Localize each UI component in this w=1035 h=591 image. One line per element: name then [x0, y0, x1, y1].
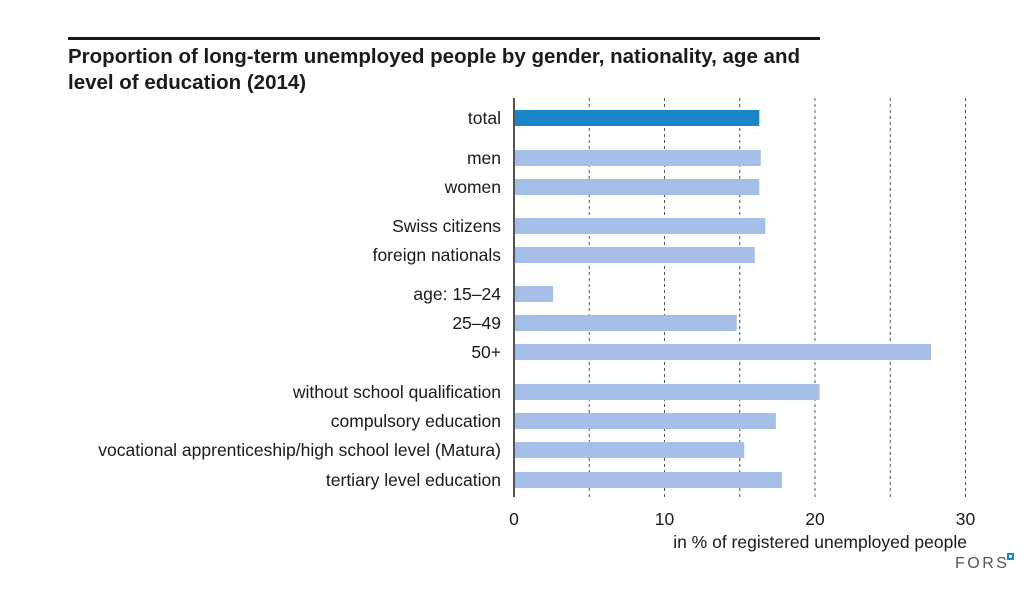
category-label: 50+ — [471, 342, 501, 362]
x-axis-label: in % of registered unemployed people — [673, 532, 967, 552]
bar — [515, 315, 737, 331]
bar — [515, 179, 760, 195]
x-tick-labels: 0 10 20 30 — [509, 509, 975, 529]
bar — [515, 218, 766, 234]
category-label: men — [467, 148, 501, 168]
bar — [515, 110, 760, 126]
category-label: compulsory education — [331, 411, 501, 431]
category-label: vocational apprenticeship/high school le… — [98, 440, 501, 460]
bar — [515, 150, 761, 166]
category-label: 25–49 — [452, 313, 501, 333]
x-tick-label: 20 — [805, 509, 825, 529]
bar — [515, 472, 782, 488]
category-labels: total men women Swiss citizens foreign natio… — [98, 108, 501, 490]
category-label: Swiss citizens — [392, 216, 501, 236]
bars — [515, 110, 931, 488]
logo-square-icon — [1007, 553, 1014, 560]
category-label: women — [444, 177, 501, 197]
x-tick-label: 30 — [956, 509, 976, 529]
x-tick-label: 0 — [509, 509, 519, 529]
chart-title: Proportion of long-term unemployed peopl… — [68, 45, 800, 94]
category-label: tertiary level education — [326, 470, 501, 490]
category-label: foreign nationals — [373, 245, 502, 265]
bar — [515, 413, 776, 429]
bar — [515, 344, 931, 360]
category-label: without school qualification — [292, 382, 501, 402]
category-label: age: 15–24 — [413, 284, 501, 304]
category-label: total — [468, 108, 501, 128]
fors-logo: FORS — [955, 555, 1010, 572]
bar — [515, 286, 554, 302]
bar — [515, 384, 820, 400]
bar — [515, 247, 755, 263]
bar — [515, 442, 745, 458]
title-rule — [68, 37, 820, 40]
x-tick-label: 10 — [655, 509, 675, 529]
